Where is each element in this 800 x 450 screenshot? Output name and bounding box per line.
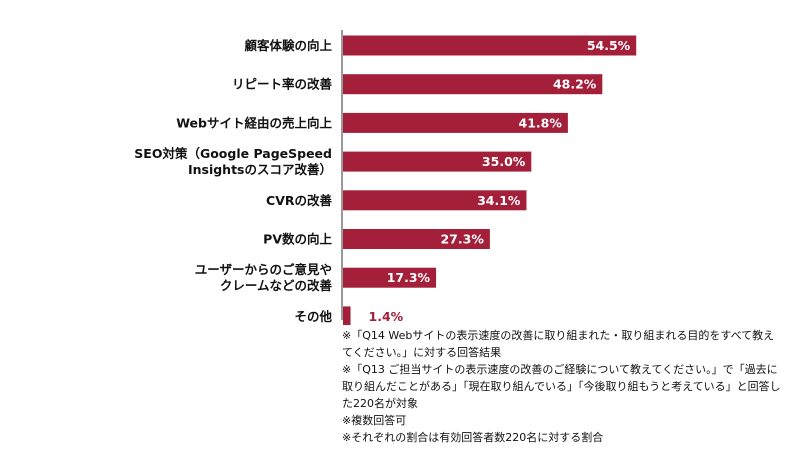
- value-label-5: 27.3%: [440, 232, 484, 247]
- bar-4: [343, 190, 527, 211]
- bar-3: [343, 151, 532, 172]
- bar-7: [343, 306, 351, 325]
- category-label-4: CVRの改善: [266, 193, 332, 208]
- category-label-0: 顧客体験の向上: [244, 38, 332, 53]
- category-label-6-line-1: クレームなどの改善: [220, 278, 333, 293]
- bar-chart: 54.5% 顧客体験の向上 48.2% リピート率の改善 41.8% Webサイト経由の売…: [134, 30, 637, 325]
- value-label-0: 54.5%: [587, 38, 631, 53]
- bar-5: [343, 229, 490, 249]
- bar-1: [343, 74, 603, 95]
- category-label-7: その他: [294, 309, 332, 324]
- category-label-3-line-1: Insightsのスコア改善）: [188, 162, 332, 177]
- category-label-2: Webサイト経由の売上向上: [176, 115, 332, 130]
- bar-0: [343, 35, 637, 56]
- category-label-3-line-0: SEO対策（Google PageSpeed: [134, 146, 332, 161]
- footnotes: ※「Q14 Webサイトの表示速度の改善に取り組まれた・取り組まれる目的をすべて…: [342, 327, 782, 446]
- footnote-4: ※それぞれの割合は有効回答者数220名に対する割合: [342, 431, 604, 444]
- category-label-5: PV数の向上: [263, 232, 332, 247]
- value-label-3: 35.0%: [482, 154, 526, 169]
- footnote-3: ※複数回答可: [342, 414, 407, 427]
- footnote-1: ※「Q14 Webサイトの表示速度の改善に取り組まれた・取り組まれる目的をすべて…: [342, 329, 775, 359]
- category-label-1: リピート率の改善: [232, 77, 333, 92]
- bar-6: [343, 267, 437, 288]
- value-label-4: 34.1%: [477, 193, 521, 208]
- value-label-2: 41.8%: [519, 115, 563, 130]
- value-label-1: 48.2%: [553, 77, 597, 92]
- bar-2: [343, 112, 568, 133]
- value-label-7: 1.4%: [369, 309, 404, 324]
- category-label-6-line-0: ユーザーからのご意見や: [195, 262, 332, 277]
- footnote-2: ※「Q13 ご担当サイトの表示速度の改善のご経験について教えてください。」で「過…: [342, 363, 781, 410]
- value-label-6: 17.3%: [387, 270, 431, 285]
